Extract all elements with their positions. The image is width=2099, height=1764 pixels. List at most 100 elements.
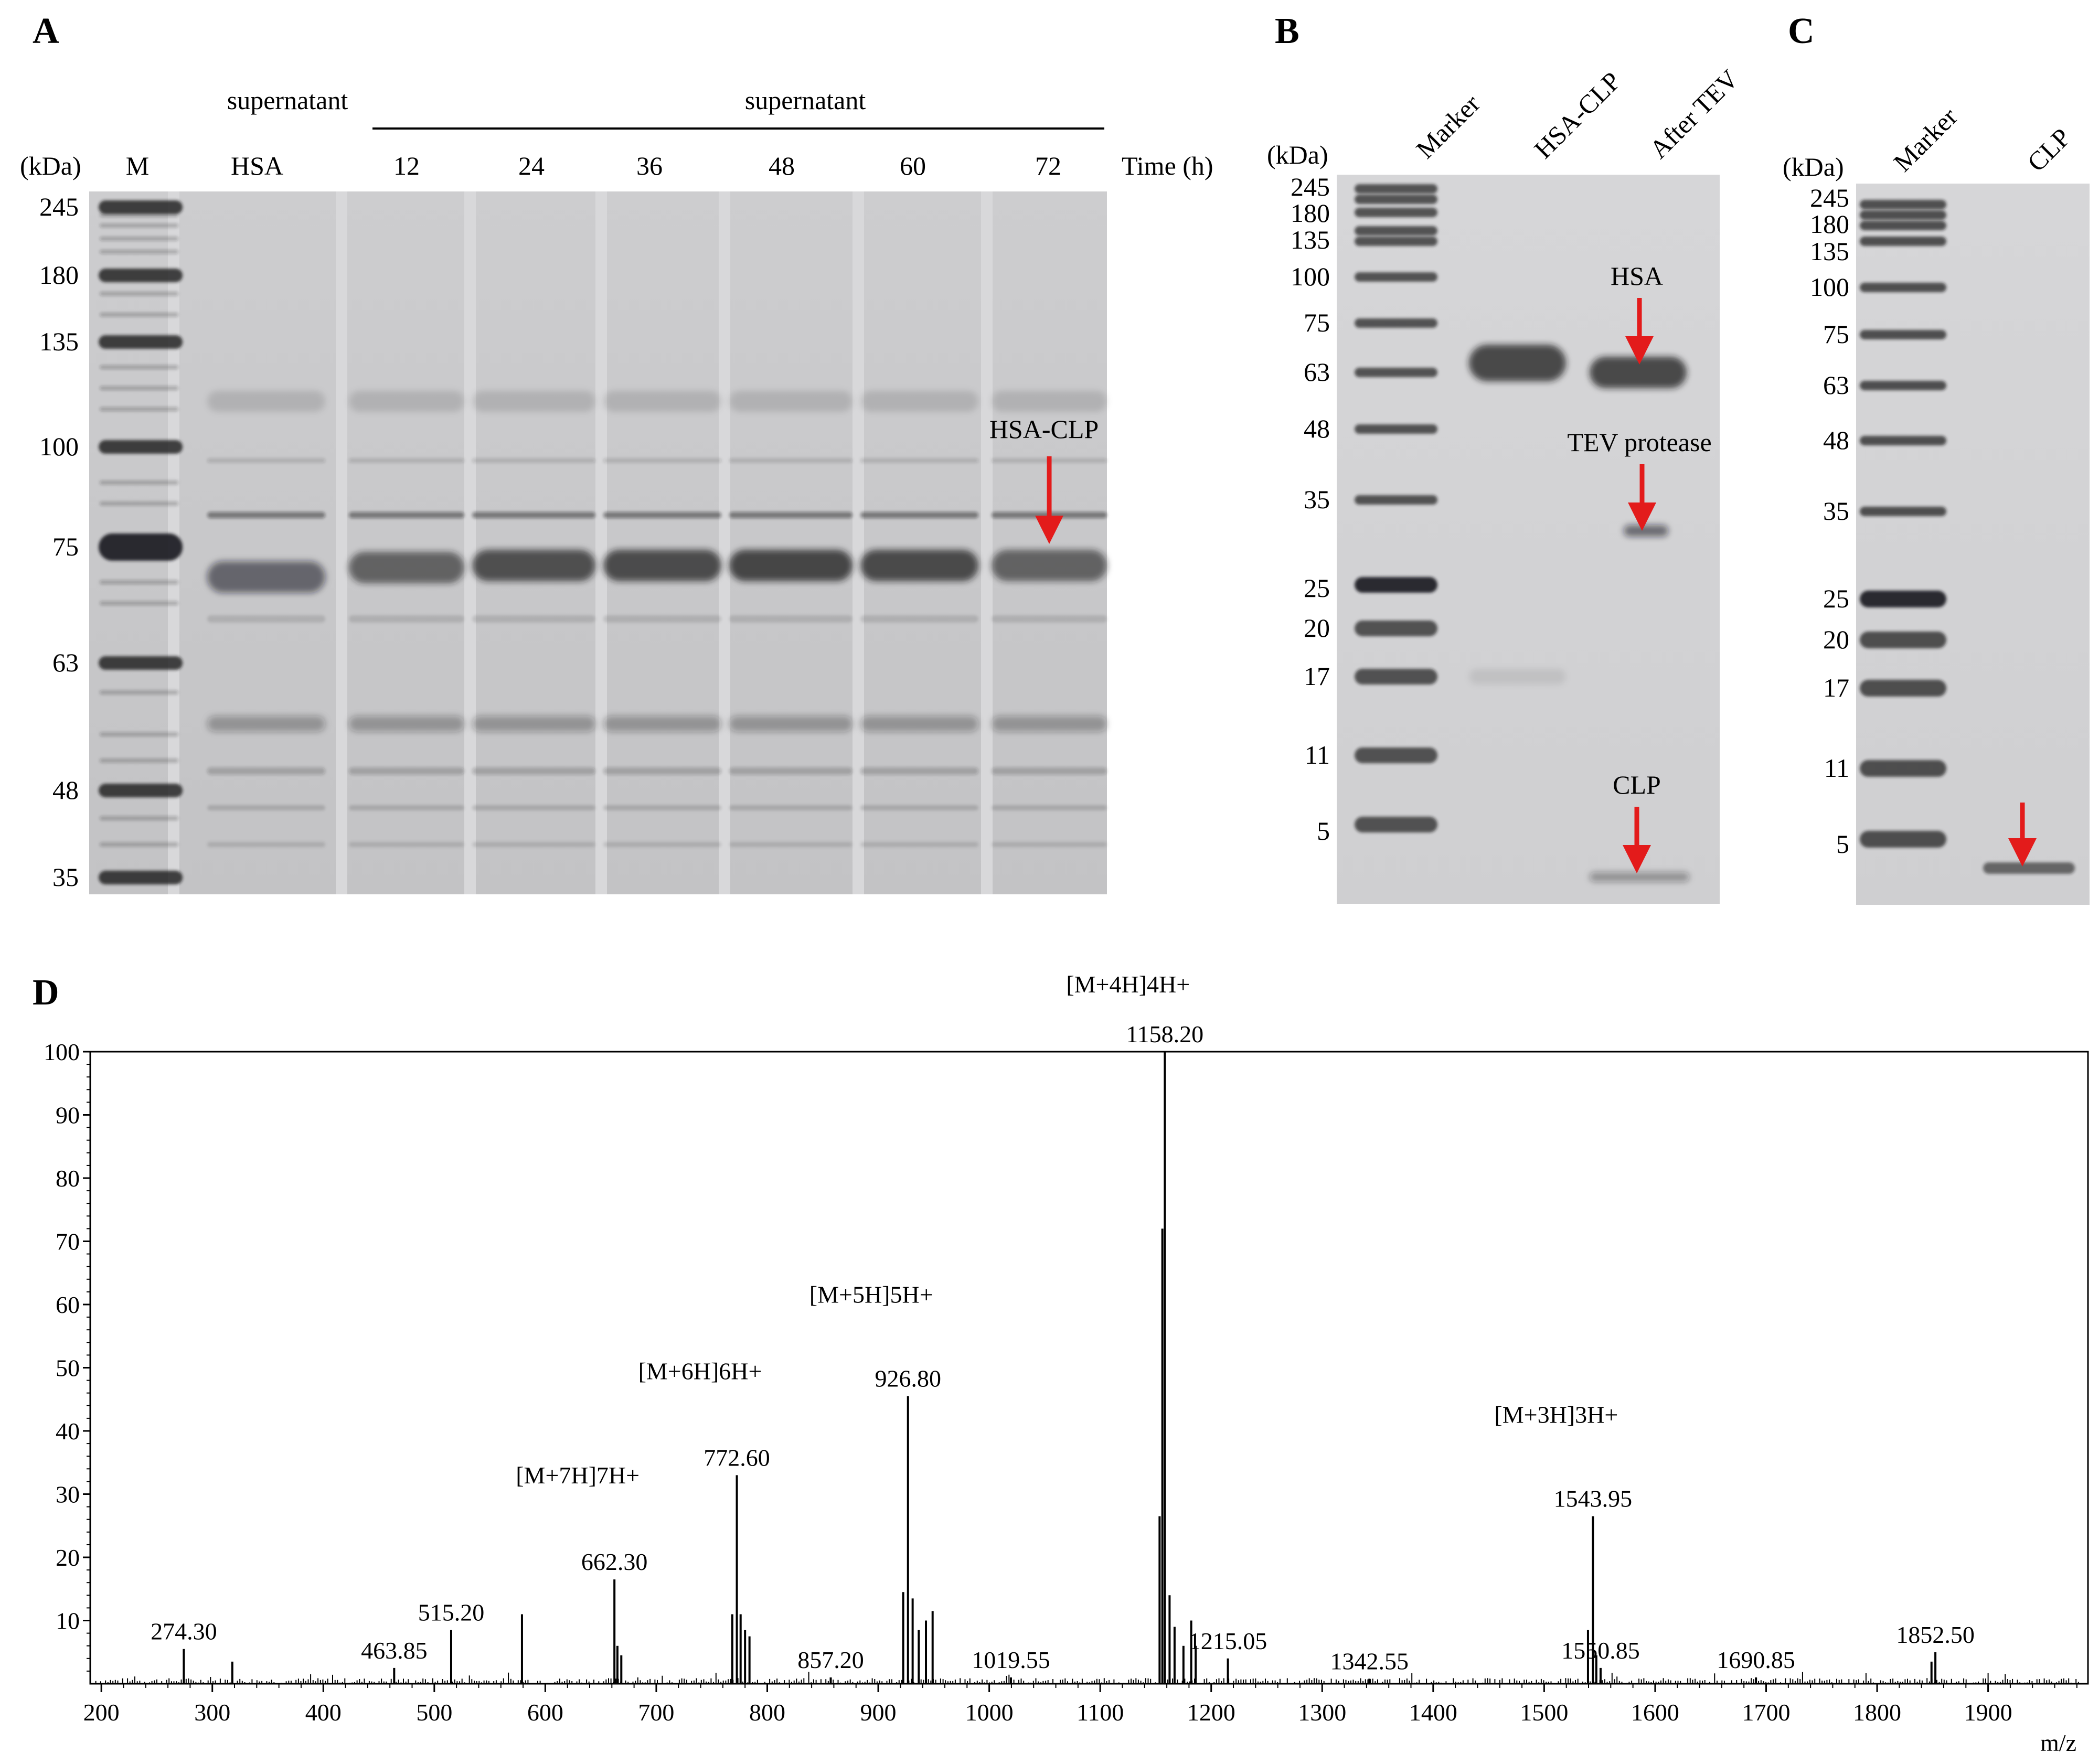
marker-band <box>1355 208 1437 217</box>
panel-d-peak-labels: 274.30 463.85 515.20 662.30 772.60 857.20 926.… <box>151 1021 1975 1674</box>
panel-d-plot-frame <box>89 1051 2089 1685</box>
peak-label: 1158.20 <box>1126 1021 1203 1047</box>
sample-band <box>992 615 1107 623</box>
marker-band <box>1860 760 1946 777</box>
panel-a-unit-label: (kDa) <box>20 151 81 180</box>
marker-band <box>1860 200 1946 209</box>
marker-band <box>1860 632 1946 648</box>
sample-band <box>860 512 978 518</box>
panel-d-peaks <box>183 1052 1937 1684</box>
sample-band <box>603 615 721 623</box>
y-tick-label: 30 <box>56 1481 80 1508</box>
marker-band <box>1355 747 1437 763</box>
peak-label: 1019.55 <box>972 1647 1050 1673</box>
sample-band <box>349 512 464 518</box>
marker-band <box>1355 226 1437 236</box>
panel-a-lane-label: 48 <box>769 151 795 180</box>
marker-band <box>100 690 178 694</box>
panel-a-group-label: supernatant <box>745 85 866 115</box>
sample-band <box>603 550 721 581</box>
sample-band <box>472 716 595 732</box>
sample-band <box>603 716 721 732</box>
sample-band <box>472 842 595 847</box>
panel-a-lane-label: 60 <box>900 151 926 180</box>
panel-d-y-axis: 10 20 30 40 50 60 70 80 90 100 <box>44 1039 90 1672</box>
panel-c-mw-label: 11 <box>1824 753 1849 783</box>
sample-band <box>729 550 853 581</box>
sample-band <box>992 550 1107 581</box>
panel-b-annotations: HSA TEV protease CLP <box>1567 261 1712 873</box>
panel-b-mw-label: 17 <box>1304 661 1330 691</box>
ion-annotation: [M+4H]4H+ <box>1066 971 1190 998</box>
sample-band <box>472 550 595 581</box>
panel-b-annotation: TEV protease <box>1567 427 1711 457</box>
panel-d-x-axis-label: m/z <box>2040 1729 2076 1756</box>
peak-label: 857.20 <box>797 1647 864 1673</box>
panel-c-lane-label: CLP <box>2021 122 2076 177</box>
sample-band <box>207 842 325 847</box>
marker-band <box>100 250 178 254</box>
panel-b-lane-label: After TEV <box>1644 64 1744 164</box>
sample-band <box>860 716 978 732</box>
sample-band <box>472 512 595 518</box>
sample-band <box>860 458 978 463</box>
sample-band <box>472 391 595 412</box>
peak-label: 274.30 <box>151 1618 217 1645</box>
sample-band <box>472 805 595 810</box>
panel-a-lane-label: HSA <box>231 151 283 180</box>
panel-a-lane-label: 72 <box>1035 151 1061 180</box>
panel-a-mw-label: 75 <box>52 532 79 561</box>
marker-band <box>1355 424 1437 434</box>
marker-band <box>100 732 178 736</box>
peak-label: 772.60 <box>704 1444 770 1471</box>
panel-b-mw-label: 135 <box>1291 225 1330 254</box>
sample-band <box>1624 525 1668 537</box>
sample-band <box>1469 669 1566 685</box>
marker-band <box>1355 318 1437 328</box>
panel-a-mw-label: 180 <box>39 260 79 290</box>
panel-b-mw-label: 245 <box>1291 172 1330 201</box>
panel-a: A supernatant supernatant (kDa) M HSA 12 2… <box>20 11 1213 894</box>
x-tick-label: 500 <box>416 1699 452 1726</box>
y-tick-label: 20 <box>56 1544 80 1571</box>
marker-band <box>99 533 183 561</box>
panel-a-group-label: supernatant <box>227 85 348 115</box>
panel-a-mw-label: 135 <box>39 327 79 356</box>
ion-annotation: [M+3H]3H+ <box>1494 1402 1618 1428</box>
marker-band <box>99 200 183 214</box>
panel-a-marker-lane-label: M <box>126 151 149 180</box>
sample-band <box>860 805 978 810</box>
panel-c-mw-label: 25 <box>1823 584 1849 613</box>
panel-a-mw-label: 63 <box>52 648 79 677</box>
panel-d-baseline-noise <box>95 1672 2082 1684</box>
sample-band <box>472 767 595 775</box>
sample-band <box>1469 345 1566 381</box>
marker-band <box>1355 272 1437 282</box>
sample-band <box>860 767 978 775</box>
x-tick-label: 1100 <box>1077 1699 1124 1726</box>
y-tick-label: 40 <box>56 1418 80 1445</box>
gel-lane-gap <box>853 191 864 894</box>
panel-c-mw-label: 48 <box>1823 425 1849 455</box>
marker-band <box>100 842 178 847</box>
marker-band <box>1355 669 1437 685</box>
peak-label: 1543.95 <box>1554 1485 1633 1512</box>
marker-band <box>1860 330 1946 339</box>
peak-label: 662.30 <box>581 1548 648 1575</box>
panel-d: D 10 20 30 40 50 60 70 80 90 100 200 300 400 500 600 7… <box>33 971 2089 1756</box>
panel-b-mw-label: 20 <box>1304 613 1330 643</box>
sample-band <box>992 767 1107 775</box>
sample-band <box>860 391 978 412</box>
y-tick-label: 100 <box>44 1039 80 1065</box>
gel-lane-gap <box>719 191 730 894</box>
sample-band <box>207 512 325 518</box>
x-tick-label: 800 <box>749 1699 785 1726</box>
panel-b-annotation: CLP <box>1613 770 1661 799</box>
y-tick-label: 90 <box>56 1102 80 1129</box>
x-tick-label: 1300 <box>1298 1699 1346 1726</box>
marker-band <box>100 758 178 763</box>
panel-c-letter: C <box>1788 11 1815 51</box>
marker-band <box>99 269 183 282</box>
